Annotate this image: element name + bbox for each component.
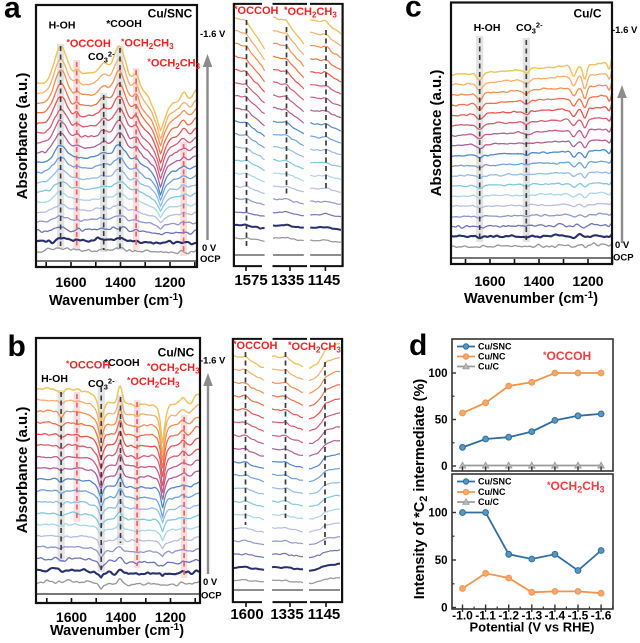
svg-text:-1.6 V: -1.6 V	[200, 29, 226, 40]
svg-text:OCP: OCP	[201, 591, 222, 602]
svg-text:*OCH2CH3: *OCH2CH3	[288, 340, 341, 355]
svg-text:*OCH2CH3: *OCH2CH3	[147, 361, 200, 376]
svg-text:50: 50	[435, 415, 448, 427]
svg-text:H-OH: H-OH	[49, 20, 76, 32]
svg-text:1145: 1145	[308, 272, 341, 289]
svg-text:Wavenumber (cm-1): Wavenumber (cm-1)	[49, 292, 183, 309]
svg-text:*OCCOH: *OCCOH	[233, 339, 278, 352]
svg-text:-1.6: -1.6	[591, 609, 612, 623]
svg-text:*OCCOH: *OCCOH	[67, 37, 111, 50]
svg-text:1600: 1600	[474, 273, 505, 289]
svg-text:-1.6 V: -1.6 V	[200, 356, 226, 367]
svg-text:1200: 1200	[155, 609, 186, 625]
svg-text:Absorbance (a.u.): Absorbance (a.u.)	[14, 73, 31, 200]
svg-text:-1.2: -1.2	[498, 609, 519, 623]
svg-text:*OCCOH: *OCCOH	[543, 349, 591, 363]
svg-text:H-OH: H-OH	[474, 22, 501, 34]
svg-text:*OCH2CH3: *OCH2CH3	[121, 37, 174, 52]
svg-text:H-OH: H-OH	[41, 373, 68, 385]
svg-text:Wavenumber (cm-1): Wavenumber (cm-1)	[464, 290, 598, 307]
svg-text:*OCH2CH3: *OCH2CH3	[148, 57, 201, 72]
svg-text:*COOH: *COOH	[104, 357, 140, 369]
svg-text:d: d	[409, 329, 427, 362]
svg-text:Intensity of *C2 intermediate: Intensity of *C2 intermediate (%)	[412, 379, 430, 600]
svg-text:-1.5: -1.5	[568, 609, 589, 623]
svg-text:*OCH2CH3: *OCH2CH3	[547, 479, 605, 495]
svg-text:1600: 1600	[55, 274, 86, 290]
svg-text:Cu/NC: Cu/NC	[158, 346, 195, 360]
svg-text:Cu/C: Cu/C	[478, 497, 499, 507]
svg-text:*COOH: *COOH	[106, 18, 142, 30]
svg-text:Cu/C: Cu/C	[478, 362, 499, 372]
svg-text:-1.1: -1.1	[475, 609, 496, 623]
svg-text:*OCH2CH3: *OCH2CH3	[127, 375, 180, 390]
svg-text:a: a	[4, 0, 21, 25]
svg-text:Cu/NC: Cu/NC	[478, 352, 506, 362]
svg-text:0: 0	[441, 603, 447, 615]
svg-text:Absorbance (a.u.): Absorbance (a.u.)	[14, 407, 31, 534]
svg-text:-1.4: -1.4	[545, 609, 566, 623]
svg-text:Cu/C: Cu/C	[574, 7, 602, 21]
svg-text:1145: 1145	[308, 606, 341, 623]
svg-text:0 V: 0 V	[615, 240, 630, 251]
svg-text:b: b	[8, 330, 26, 363]
svg-text:OCP: OCP	[200, 254, 221, 265]
svg-text:Cu/NC: Cu/NC	[478, 487, 506, 497]
svg-text:*OCCOH: *OCCOH	[234, 4, 279, 17]
svg-text:1200: 1200	[154, 274, 185, 290]
svg-text:50: 50	[435, 555, 448, 567]
svg-text:Wavenumber (cm-1): Wavenumber (cm-1)	[50, 622, 184, 638]
svg-text:OCP: OCP	[613, 253, 634, 264]
svg-text:Cu/SNC: Cu/SNC	[478, 342, 512, 352]
svg-text:100: 100	[428, 508, 447, 520]
svg-text:c: c	[405, 0, 422, 24]
svg-text:*OCH2CH3: *OCH2CH3	[284, 5, 337, 20]
svg-text:1200: 1200	[572, 273, 603, 289]
svg-text:-1.0: -1.0	[452, 609, 473, 623]
svg-text:0: 0	[441, 461, 447, 473]
svg-text:*OCCOH: *OCCOH	[66, 359, 110, 372]
svg-text:100: 100	[428, 368, 447, 380]
svg-text:Cu/SNC: Cu/SNC	[148, 7, 193, 21]
svg-text:0 V: 0 V	[202, 243, 217, 254]
svg-text:1400: 1400	[523, 273, 554, 289]
svg-text:1335: 1335	[271, 272, 304, 289]
svg-text:-1.3: -1.3	[521, 609, 542, 623]
svg-text:-1.6 V: -1.6 V	[612, 25, 638, 36]
svg-text:1600: 1600	[56, 609, 87, 625]
svg-text:Cu/SNC: Cu/SNC	[478, 477, 512, 487]
svg-text:1600: 1600	[230, 606, 263, 623]
svg-text:1575: 1575	[234, 272, 267, 289]
svg-text:Potential (V vs RHE): Potential (V vs RHE)	[470, 620, 595, 635]
svg-text:1335: 1335	[270, 606, 303, 623]
svg-text:Absorbance (a.u.): Absorbance (a.u.)	[428, 70, 445, 197]
svg-text:0 V: 0 V	[203, 577, 218, 588]
svg-text:1400: 1400	[105, 609, 136, 625]
svg-text:1400: 1400	[105, 274, 136, 290]
